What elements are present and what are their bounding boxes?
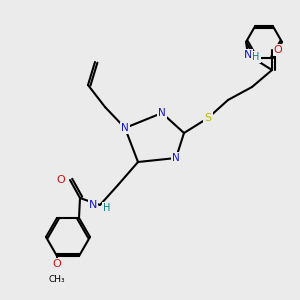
- Text: H: H: [103, 203, 111, 213]
- Text: N: N: [88, 200, 97, 210]
- Text: N: N: [244, 50, 252, 60]
- Text: O: O: [56, 175, 65, 185]
- Text: O: O: [274, 45, 282, 55]
- Text: N: N: [121, 123, 129, 133]
- Text: N: N: [158, 108, 166, 118]
- Text: N: N: [172, 153, 180, 163]
- Text: O: O: [52, 259, 62, 269]
- Text: CH₃: CH₃: [49, 274, 65, 284]
- Text: S: S: [204, 113, 211, 123]
- Text: H: H: [252, 52, 260, 62]
